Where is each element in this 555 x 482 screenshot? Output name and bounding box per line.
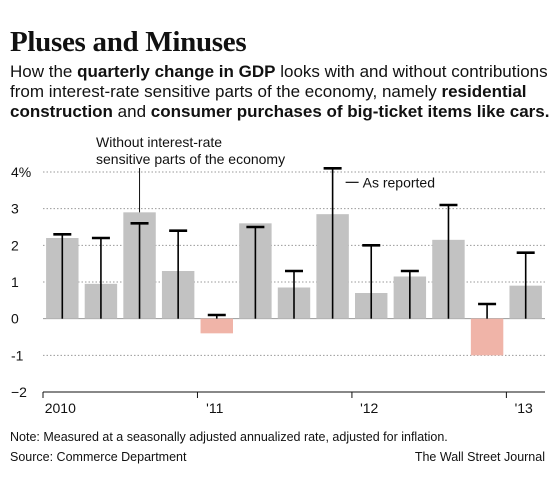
chart-title: Pluses and Minuses: [10, 26, 247, 58]
subtitle-text-3: and: [112, 102, 151, 121]
y-tick-label: 4%: [11, 164, 31, 180]
chart-credit: The Wall Street Journal: [414, 450, 545, 464]
x-tick-label: '12: [360, 400, 378, 416]
y-tick-label: −2: [11, 384, 27, 400]
chart-source: Source: Commerce Department: [10, 450, 187, 464]
chart-note: Note: Measured at a seasonally adjusted …: [10, 430, 448, 444]
subtitle-bold-1: quarterly change in GDP: [77, 62, 276, 81]
bar-without-sensitive: [470, 318, 504, 356]
bar-without-sensitive: [200, 318, 233, 334]
subtitle-text-2: looks with and without contributions fro…: [10, 62, 548, 101]
y-tick-label: 0: [11, 311, 19, 327]
subtitle-bold-2: residential construction: [10, 82, 527, 121]
y-tick-label: 2: [11, 237, 19, 253]
chart-subtitle: How the quarterly change in GDP looks wi…: [10, 62, 550, 122]
annotation-without-line1: Without interest-rate: [96, 134, 222, 150]
y-tick-label: 1: [11, 274, 19, 290]
x-tick-label: '13: [515, 400, 533, 416]
subtitle-bold-3: consumer purchases of big-ticket items l…: [150, 102, 550, 121]
y-tick-label: -1: [11, 347, 24, 363]
x-tick-label: '11: [206, 400, 223, 416]
y-tick-label: 3: [11, 201, 19, 217]
subtitle-text-1: How the: [10, 62, 78, 81]
annotation-without-line2: sensitive parts of the economy: [96, 151, 285, 167]
annotation-as-reported: As reported: [363, 174, 435, 190]
x-tick-label: 2010: [45, 400, 76, 416]
